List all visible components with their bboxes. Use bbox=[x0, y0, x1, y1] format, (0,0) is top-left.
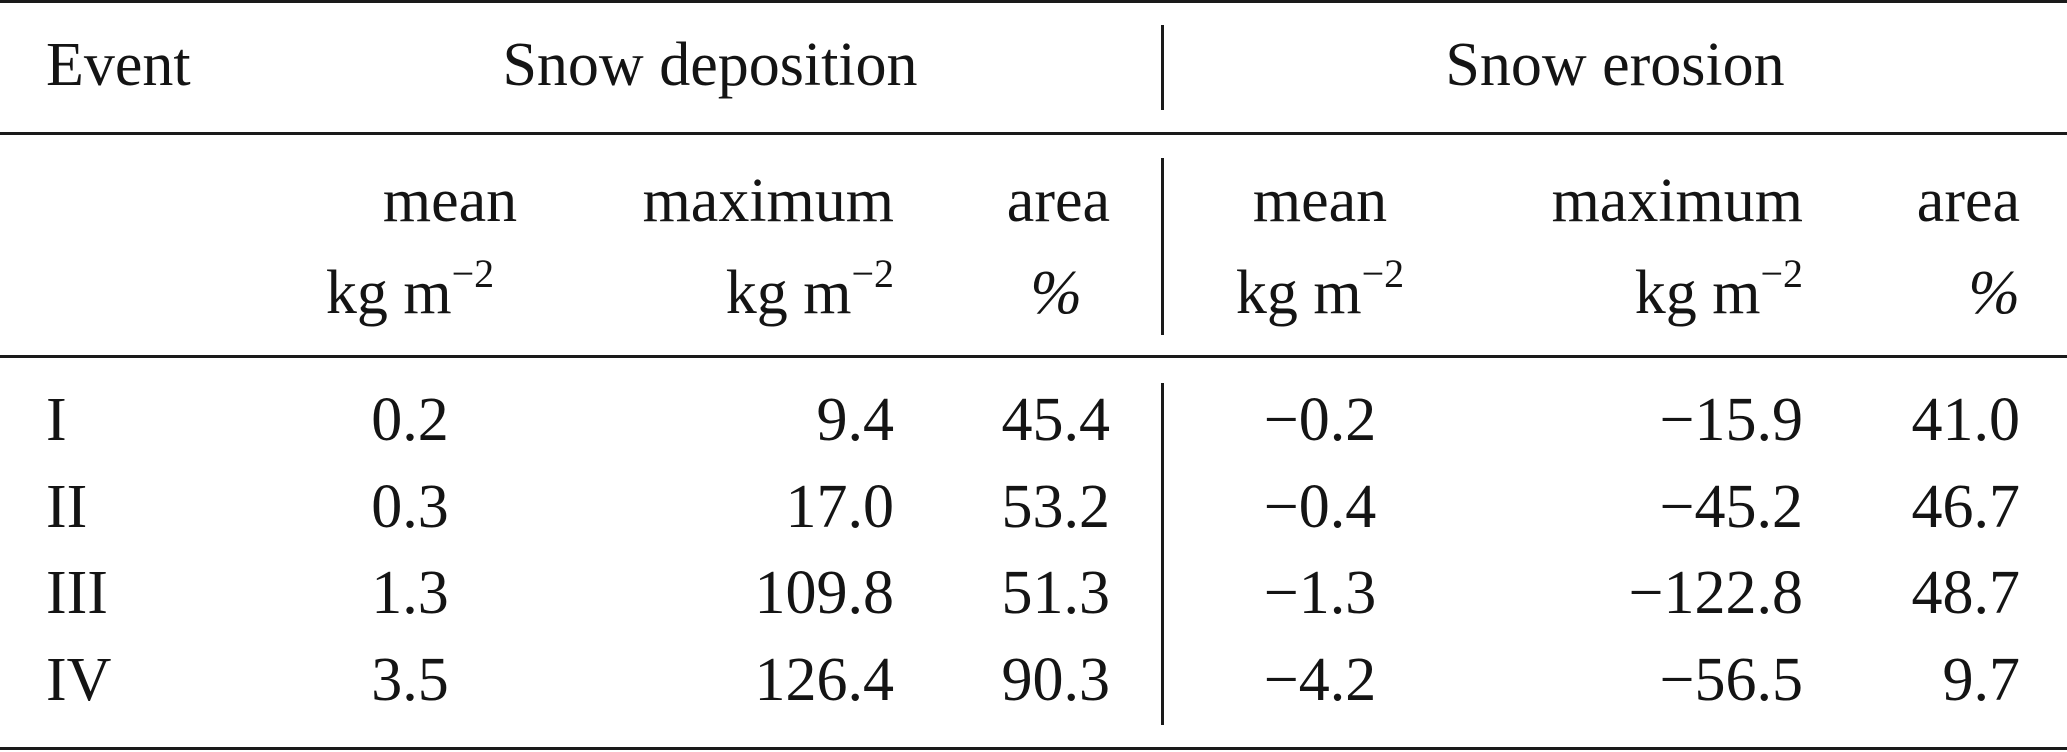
cell-ero-mean: −0.4 bbox=[1263, 473, 1377, 541]
cell-dep-max: 126.4 bbox=[754, 646, 895, 714]
unit-dep-area: % bbox=[1030, 259, 1082, 327]
cell-dep-mean: 1.3 bbox=[371, 559, 449, 627]
unit-dep-mean: kg m−2 bbox=[325, 251, 495, 327]
subheader-dep-area: area bbox=[1006, 167, 1110, 235]
cell-dep-max: 109.8 bbox=[754, 559, 895, 627]
header-separator bbox=[1161, 25, 1164, 110]
subheader-ero-max: maximum bbox=[1551, 167, 1803, 235]
cell-ero-area: 41.0 bbox=[1911, 386, 2021, 454]
unit-ero-max: kg m−2 bbox=[1634, 251, 1803, 327]
unit-ero-mean: kg m−2 bbox=[1235, 251, 1405, 327]
cell-ero-max: −15.9 bbox=[1659, 386, 1803, 454]
cell-ero-mean: −1.3 bbox=[1263, 559, 1377, 627]
subheader-dep-mean: mean bbox=[382, 167, 518, 235]
subheader-separator bbox=[1161, 158, 1164, 335]
cell-event: II bbox=[46, 473, 88, 541]
cell-ero-area: 46.7 bbox=[1911, 473, 2021, 541]
cell-dep-max: 17.0 bbox=[785, 473, 895, 541]
body-separator bbox=[1161, 383, 1164, 725]
cell-event: I bbox=[46, 386, 67, 454]
top-rule bbox=[0, 0, 2067, 3]
cell-dep-mean: 0.3 bbox=[371, 473, 449, 541]
unit-dep-max: kg m−2 bbox=[725, 251, 894, 327]
subheader-dep-max: maximum bbox=[642, 167, 894, 235]
cell-dep-mean: 3.5 bbox=[371, 646, 449, 714]
cell-ero-max: −45.2 bbox=[1659, 473, 1803, 541]
header-snow-deposition: Snow deposition bbox=[502, 31, 918, 99]
cell-dep-area: 90.3 bbox=[1001, 646, 1111, 714]
header-event: Event bbox=[46, 31, 191, 99]
cell-ero-mean: −4.2 bbox=[1263, 646, 1377, 714]
cell-event: III bbox=[46, 559, 108, 627]
cell-ero-area: 9.7 bbox=[1942, 646, 2021, 714]
cell-ero-area: 48.7 bbox=[1911, 559, 2021, 627]
cell-ero-max: −122.8 bbox=[1628, 559, 1803, 627]
subheader-ero-mean: mean bbox=[1252, 167, 1388, 235]
cell-dep-mean: 0.2 bbox=[371, 386, 449, 454]
cell-ero-mean: −0.2 bbox=[1263, 386, 1377, 454]
header-snow-erosion: Snow erosion bbox=[1445, 31, 1785, 99]
subheader-rule bbox=[0, 355, 2067, 358]
bottom-rule bbox=[0, 747, 2067, 750]
header-rule bbox=[0, 132, 2067, 135]
cell-ero-max: −56.5 bbox=[1659, 646, 1803, 714]
cell-dep-area: 53.2 bbox=[1001, 473, 1111, 541]
cell-event: IV bbox=[46, 646, 112, 714]
cell-dep-area: 45.4 bbox=[1001, 386, 1111, 454]
cell-dep-max: 9.4 bbox=[816, 386, 895, 454]
unit-ero-area: % bbox=[1968, 259, 2020, 327]
cell-dep-area: 51.3 bbox=[1001, 559, 1111, 627]
subheader-ero-area: area bbox=[1916, 167, 2020, 235]
